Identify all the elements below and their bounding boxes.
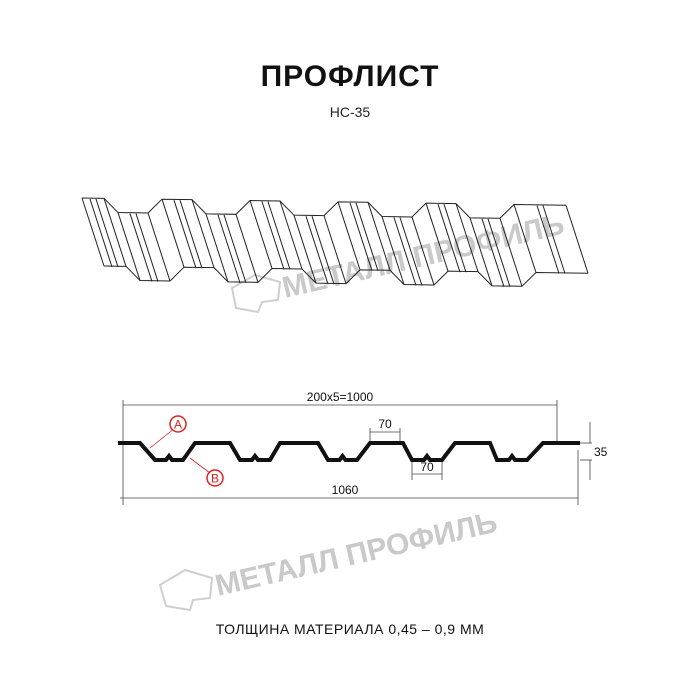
profile-sheet-3d-view — [81, 197, 589, 287]
sheet-fold-line — [147, 212, 171, 282]
sheet-fold-line — [191, 199, 215, 268]
watermark-text: МЕТАЛЛ ПРОФИЛЬ — [212, 506, 500, 603]
sheet-rib-line — [481, 218, 505, 287]
sheet-fold-line — [249, 200, 273, 269]
marker-b: B — [189, 457, 224, 487]
sheet-fold-line — [381, 216, 405, 285]
sheet-rib-line — [95, 198, 119, 268]
watermark-logo-top: МЕТАЛЛ ПРОФИЛЬ — [230, 208, 567, 314]
dimension-lines — [120, 400, 592, 505]
sheet-rib-line — [267, 201, 291, 270]
sheet-fold-line — [81, 197, 105, 267]
profile-cross-section — [118, 441, 580, 462]
sheet-rib-line — [542, 205, 566, 274]
sheet-rib-line — [311, 216, 335, 285]
marker-b-label: B — [211, 472, 219, 486]
sheet-fold-line — [103, 198, 127, 267]
sheet-fold-line — [513, 204, 537, 273]
sheet-fold-line — [337, 201, 361, 270]
sheet-fold-line — [323, 215, 347, 284]
sheet-rib-line — [129, 213, 153, 282]
sheet-fold-line — [411, 216, 435, 286]
sheet-rib-line — [437, 204, 461, 273]
sheet-fold-line — [455, 203, 479, 272]
marker-a: A — [149, 415, 187, 449]
sheet-rib-line — [179, 200, 203, 269]
sheet-fold-line — [469, 217, 493, 286]
sheet-rib-line — [135, 213, 159, 282]
sheet-rib-line — [349, 202, 373, 271]
sheet-fold-line — [425, 203, 449, 272]
sheet-fold-line — [367, 202, 391, 271]
sheet-rib-line — [89, 198, 113, 268]
watermark-logo-bottom: МЕТАЛЛ ПРОФИЛЬ — [158, 506, 500, 612]
page-subtitle: НС-35 — [329, 104, 371, 120]
sheet-fold-line — [279, 200, 303, 270]
sheet-rib-line — [173, 200, 197, 269]
material-thickness-note: ТОЛЩИНА МАТЕРИАЛА 0,45 – 0,9 ММ — [215, 621, 485, 637]
sheet-rib-line — [536, 205, 560, 274]
sheet-rib-line — [393, 217, 417, 286]
sheet-top-edge — [81, 197, 567, 219]
sheet-fold-line — [205, 213, 229, 283]
sheet-rib-line — [217, 214, 241, 284]
sheet-rib-line — [399, 217, 423, 286]
sheet-fold-line — [235, 214, 259, 283]
watermark-text: МЕТАЛЛ ПРОФИЛЬ — [279, 208, 567, 305]
sheet-rib-line — [261, 201, 285, 270]
sheet-fold-line — [293, 215, 317, 284]
marker-a-label: A — [174, 418, 182, 432]
sheet-fold-line — [161, 199, 185, 268]
sheet-rib-line — [443, 204, 467, 273]
dim-label-1000: 200x5=1000 — [307, 390, 374, 404]
dim-label-bottom-70: 70 — [420, 460, 434, 474]
sheet-rib-line — [223, 214, 247, 284]
sheet-rib-line — [355, 202, 379, 271]
dim-label-top-70: 70 — [378, 417, 392, 431]
sheet-bottom-edge — [103, 265, 589, 287]
sheet-fold-line — [499, 218, 523, 287]
sheet-fold-line — [117, 212, 141, 281]
dim-label-35: 35 — [594, 445, 608, 459]
sheet-fold-line — [565, 205, 589, 274]
page-title: ПРОФЛИСТ — [260, 60, 440, 93]
sheet-rib-line — [305, 216, 329, 285]
dim-label-1060: 1060 — [332, 483, 359, 497]
sheet-rib-line — [487, 218, 511, 287]
